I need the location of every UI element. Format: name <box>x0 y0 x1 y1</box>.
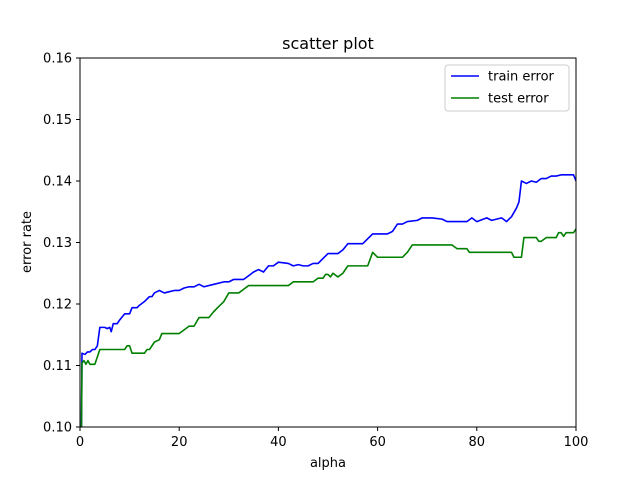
y-tick-label: 0.12 <box>43 298 72 313</box>
y-axis-ticks: 0.10 0.11 0.12 0.13 0.14 0.15 0.16 <box>43 52 80 436</box>
legend-label: train error <box>488 70 555 85</box>
x-tick-label: 20 <box>171 435 188 450</box>
y-tick-label: 0.15 <box>43 113 72 128</box>
x-tick-label: 40 <box>270 435 287 450</box>
plot-area <box>79 57 577 428</box>
x-axis-label: alpha <box>310 456 346 471</box>
legend: train error test error <box>444 64 570 112</box>
legend-label: test error <box>488 92 549 107</box>
y-tick-label: 0.11 <box>43 359 72 374</box>
y-tick-label: 0.14 <box>43 175 72 190</box>
y-axis-label: error rate <box>20 211 35 273</box>
series-line-train-error <box>80 174 576 427</box>
series-layer <box>80 174 576 427</box>
x-tick-label: 100 <box>564 435 589 450</box>
y-tick-label: 0.16 <box>43 52 72 67</box>
x-tick-label: 0 <box>76 435 84 450</box>
chart-title: scatter plot <box>282 34 374 53</box>
axes-background <box>80 58 576 427</box>
x-axis-ticks: 0 20 40 60 80 100 <box>76 427 589 450</box>
y-tick-label: 0.10 <box>43 421 72 436</box>
series-line-test-error <box>80 228 576 427</box>
y-tick-label: 0.13 <box>43 236 72 251</box>
x-tick-label: 60 <box>369 435 386 450</box>
legend-items: train error test error <box>451 70 555 107</box>
x-tick-label: 80 <box>469 435 486 450</box>
